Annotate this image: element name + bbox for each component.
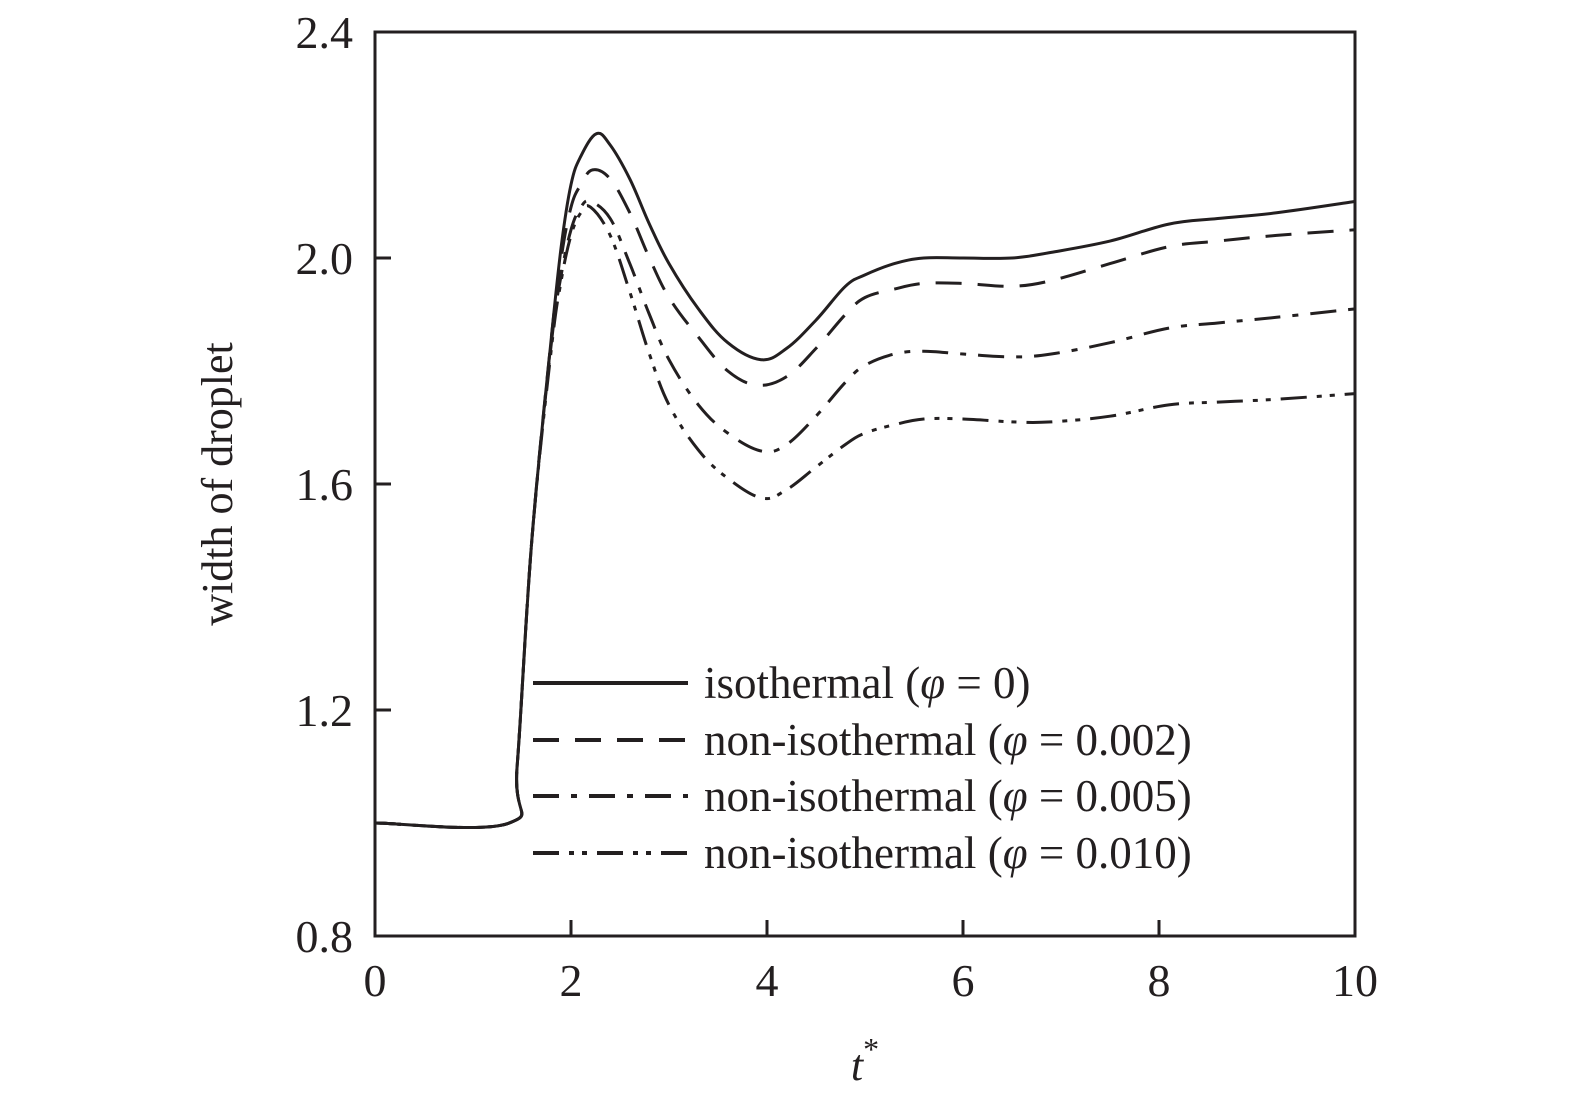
- y-tick-label: 1.6: [296, 459, 354, 510]
- y-axis: 0.8 1.2 1.6 2.0 2.4: [296, 7, 391, 962]
- x-tick-label: 6: [952, 955, 975, 1006]
- y-axis-title: width of droplet: [193, 342, 242, 626]
- y-tick-label: 2.4: [296, 7, 354, 58]
- plot-series: [374, 131, 1356, 830]
- x-tick-label: 4: [756, 955, 779, 1006]
- legend: isothermal (φ = 0) non-isothermal (φ = 0.…: [533, 658, 1192, 878]
- x-tick-label: 2: [560, 955, 583, 1006]
- legend-label: non-isothermal (φ = 0.005): [704, 771, 1192, 821]
- x-tick-label: 8: [1148, 955, 1171, 1006]
- x-axis-title: t*: [851, 1031, 879, 1090]
- y-tick-label: 2.0: [296, 233, 354, 284]
- x-tick-label: 0: [364, 955, 387, 1006]
- legend-label: non-isothermal (φ = 0.002): [704, 715, 1192, 765]
- y-tick-label: 0.8: [296, 911, 354, 962]
- series-line-dash-dot-dot: [374, 204, 1356, 830]
- y-tick-label: 1.2: [296, 685, 354, 736]
- x-tick-label: 10: [1332, 955, 1378, 1006]
- legend-label: non-isothermal (φ = 0.010): [704, 828, 1192, 878]
- legend-label: isothermal (φ = 0): [704, 658, 1030, 708]
- x-axis: 0 2 4 6 8 10: [364, 920, 1378, 1006]
